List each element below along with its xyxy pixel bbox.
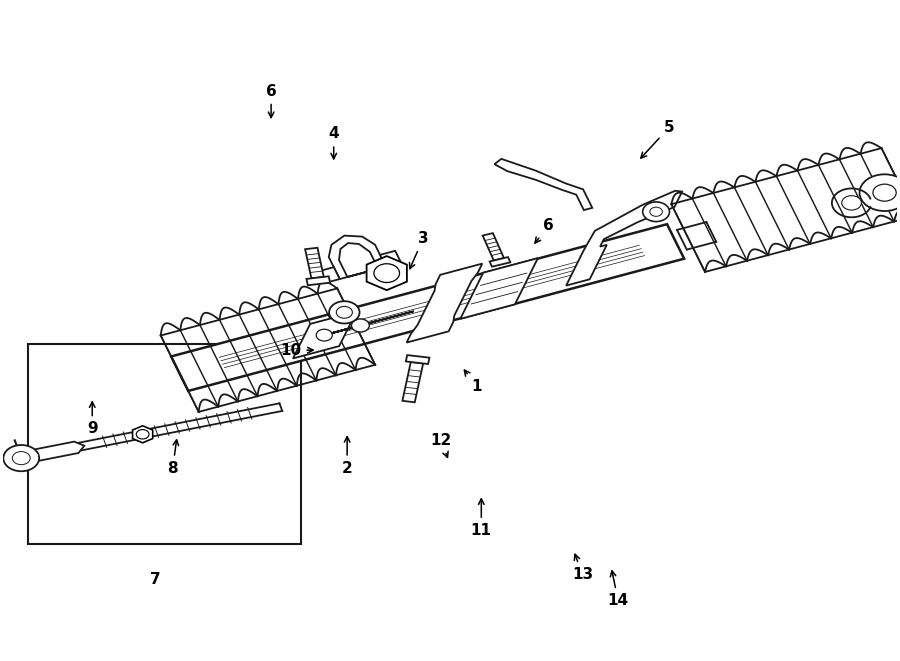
Text: 9: 9	[87, 402, 97, 436]
Text: 14: 14	[608, 571, 629, 608]
Text: 1: 1	[464, 370, 482, 394]
Polygon shape	[307, 276, 330, 286]
Text: 8: 8	[167, 440, 178, 476]
Text: 3: 3	[410, 231, 428, 269]
Polygon shape	[35, 442, 85, 461]
Text: 4: 4	[328, 126, 339, 159]
Polygon shape	[132, 426, 153, 443]
Circle shape	[650, 207, 662, 216]
Circle shape	[13, 451, 31, 465]
Text: 6: 6	[266, 84, 276, 118]
Polygon shape	[293, 309, 356, 358]
Text: 7: 7	[149, 572, 160, 587]
Polygon shape	[490, 257, 510, 266]
Circle shape	[352, 319, 369, 332]
Circle shape	[136, 430, 149, 439]
Circle shape	[337, 307, 353, 318]
Polygon shape	[366, 256, 407, 290]
Text: 5: 5	[641, 120, 674, 158]
Circle shape	[329, 301, 360, 323]
Text: 6: 6	[535, 218, 554, 243]
Circle shape	[643, 202, 670, 221]
Polygon shape	[494, 159, 592, 210]
Polygon shape	[380, 251, 401, 267]
Circle shape	[316, 329, 332, 341]
Circle shape	[860, 175, 900, 211]
Circle shape	[374, 264, 400, 282]
Polygon shape	[171, 224, 684, 391]
Polygon shape	[323, 311, 414, 335]
Polygon shape	[319, 267, 339, 283]
Polygon shape	[328, 235, 386, 279]
Circle shape	[842, 196, 861, 210]
Polygon shape	[407, 264, 482, 342]
Text: 10: 10	[280, 342, 313, 358]
Text: 2: 2	[342, 436, 353, 476]
Polygon shape	[406, 355, 429, 364]
Polygon shape	[566, 191, 682, 286]
Bar	[28, 344, 301, 543]
Polygon shape	[460, 258, 538, 319]
Text: 11: 11	[471, 499, 491, 538]
Circle shape	[873, 184, 896, 201]
Text: 13: 13	[572, 555, 593, 582]
Text: 12: 12	[430, 433, 452, 457]
Polygon shape	[305, 248, 324, 278]
Polygon shape	[402, 362, 423, 403]
Circle shape	[4, 445, 39, 471]
Polygon shape	[482, 233, 504, 260]
